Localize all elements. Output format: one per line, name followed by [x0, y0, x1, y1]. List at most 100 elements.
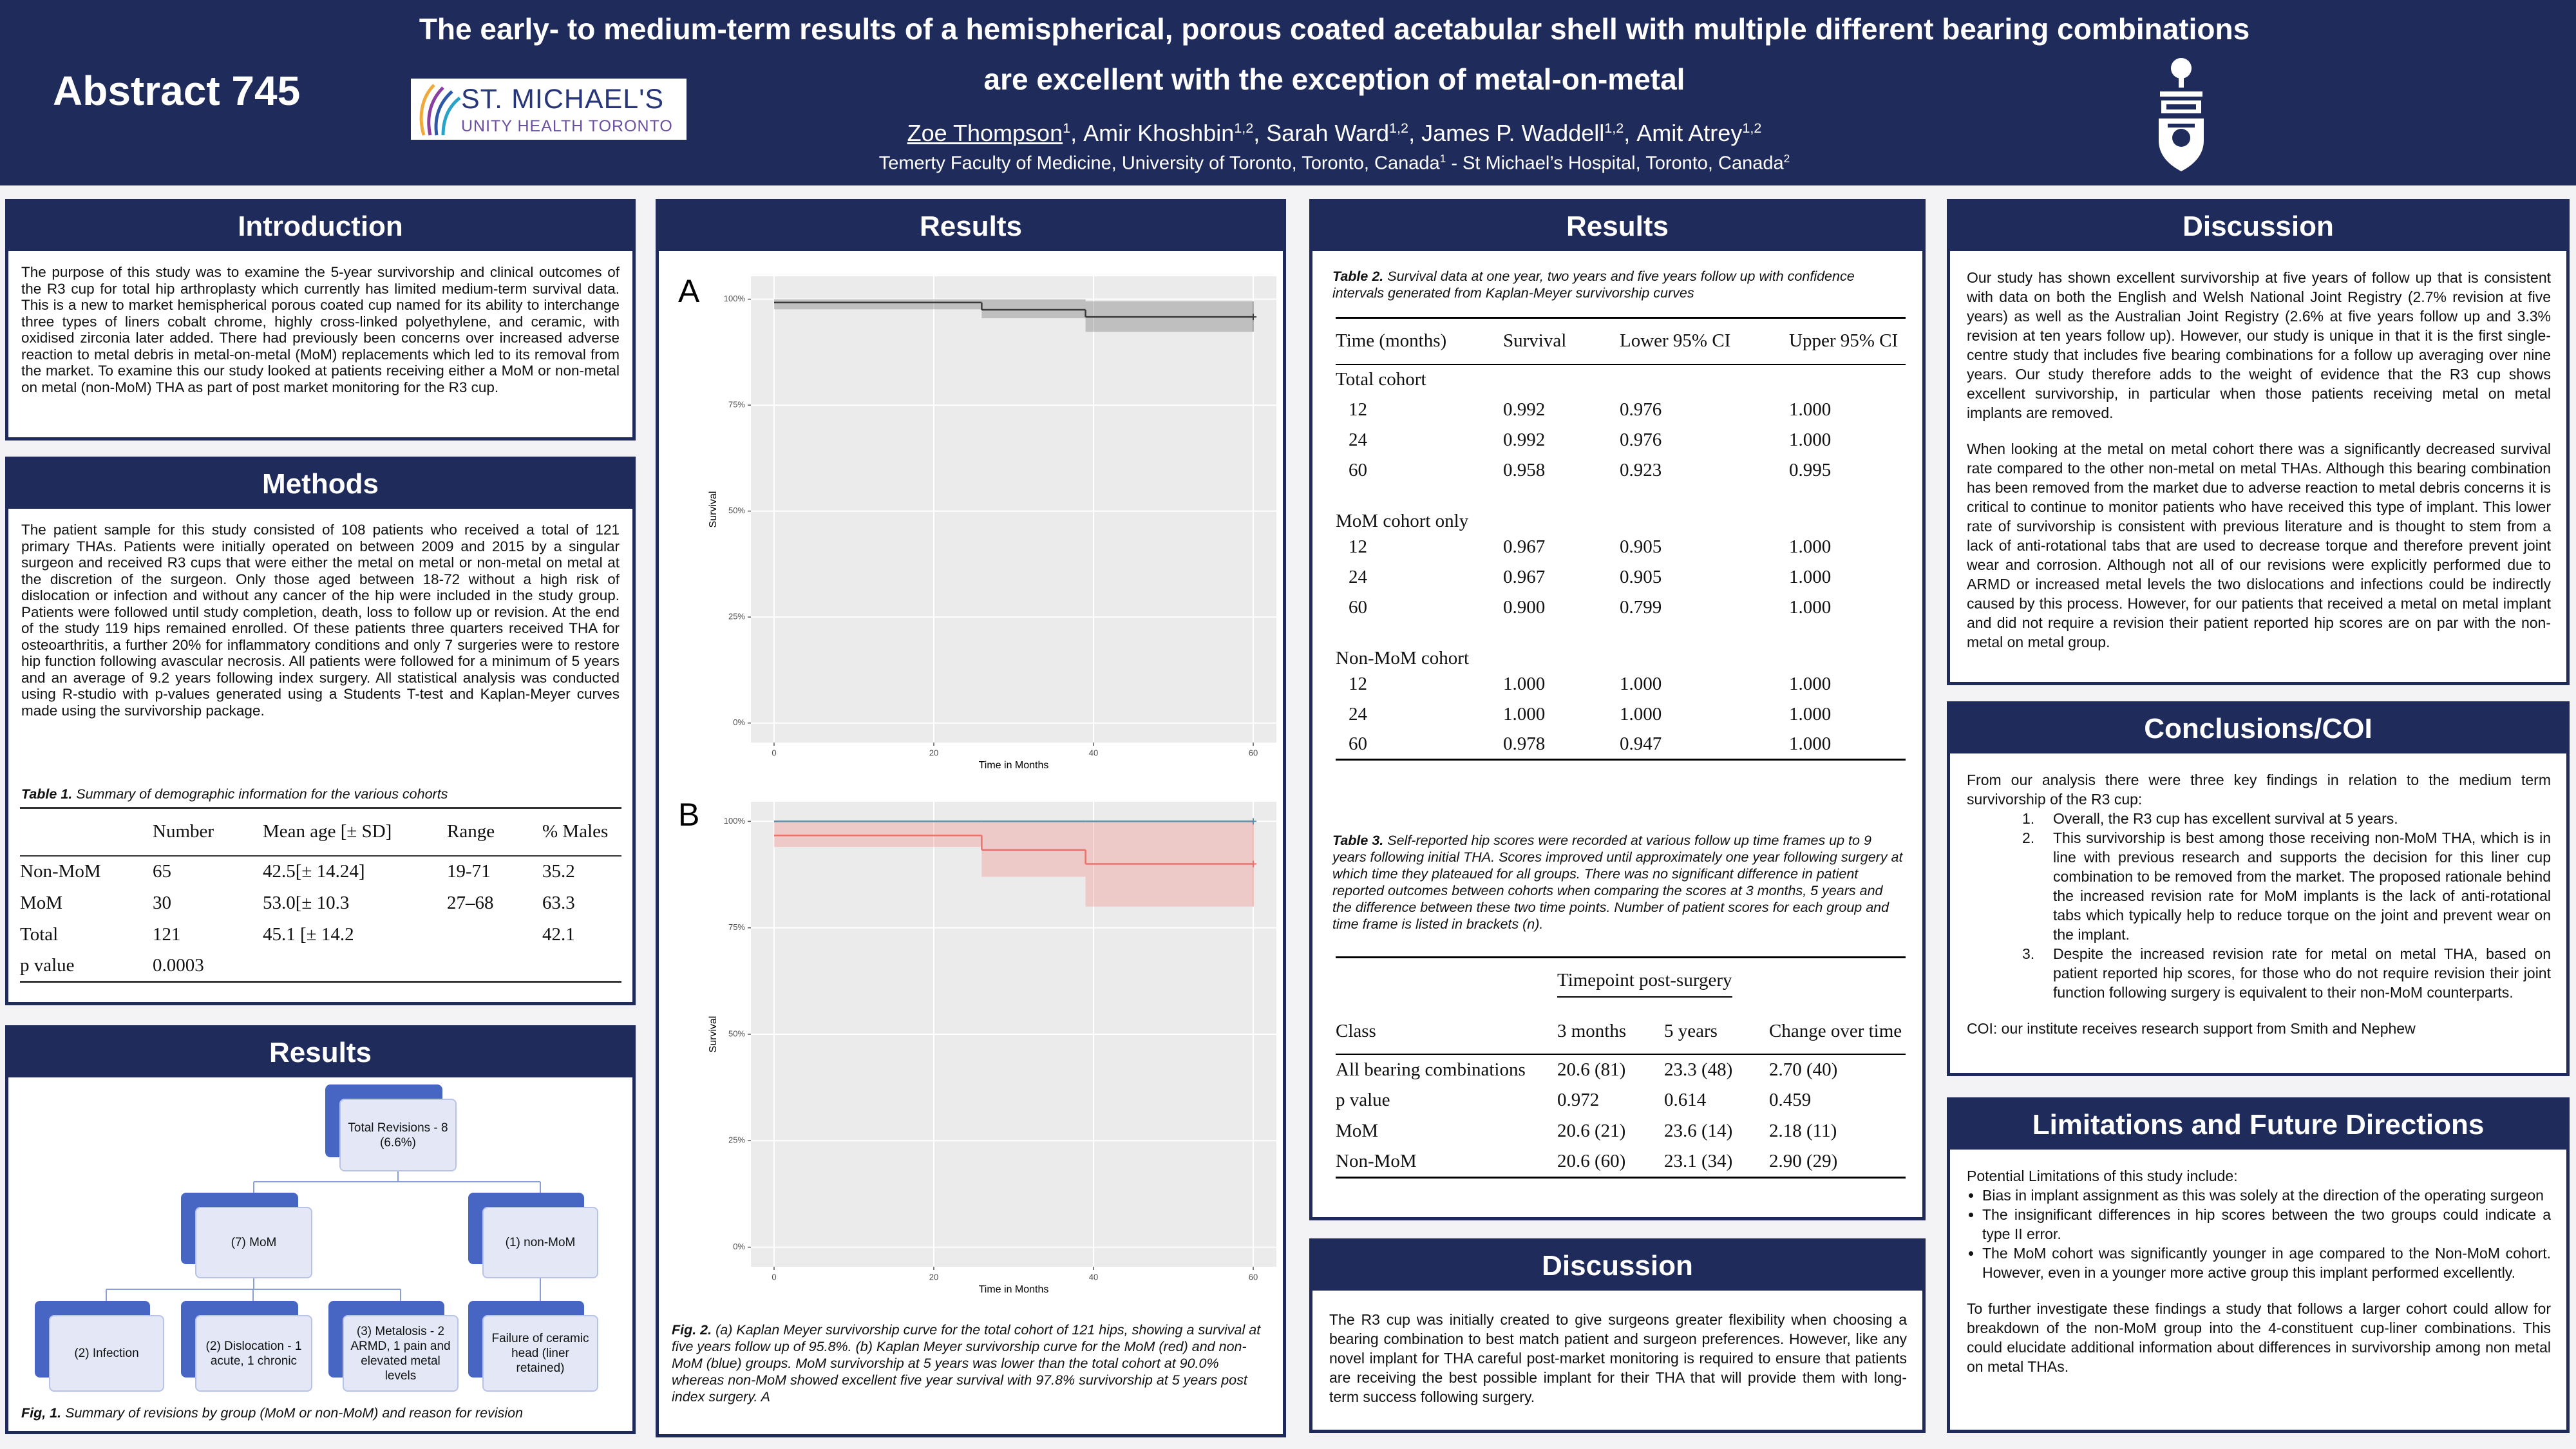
table-wrap: Timepoint post-surgery Class 3 months 5 yea… — [1336, 956, 1906, 1179]
group-header: Timepoint post-surgery — [1557, 970, 1732, 998]
censor-mark — [1250, 860, 1257, 867]
table-cell: MoM — [20, 892, 63, 913]
table-cell: 2.70 (40) — [1769, 1059, 1838, 1080]
table-cell: 60 — [1349, 459, 1367, 480]
x-tick-label: 0 — [772, 1272, 776, 1282]
group-header-row: Timepoint post-surgery — [1336, 958, 1906, 1009]
y-tick-label: 50% — [728, 1028, 745, 1038]
table-cell: % Males — [542, 821, 609, 842]
bullet: Bias in implant assignment as this was s… — [1982, 1186, 2551, 1205]
diagram-node: (2) Infection — [35, 1301, 164, 1392]
author-affiliation: 1 — [1063, 120, 1071, 136]
table-cell: 0.976 — [1620, 399, 1662, 420]
header-row: Number Mean age [± SD] Range % Males — [20, 808, 621, 856]
x-axis-label: Time in Months — [979, 1284, 1049, 1295]
table-cell: 1.000 — [1503, 703, 1546, 724]
table-cell: 0.978 — [1503, 733, 1546, 754]
caption-text: Summary of revisions by group (MoM or no… — [65, 1405, 524, 1421]
table-wrap: Number Mean age [± SD] Range % Males Non-MoM… — [20, 807, 621, 983]
table-row: 12 0.992 0.976 1.000 — [1336, 395, 1906, 425]
figure-caption: Fig, 1. Summary of revisions by group (M… — [21, 1405, 523, 1421]
table-cell: 0.799 — [1620, 596, 1662, 618]
item-text: Despite the increased revision rate for … — [2053, 945, 2551, 1001]
table-head: Time (months) Survival Lower 95% CI Upper 9… — [1336, 318, 1906, 365]
caption-text: Survival data at one year, two years and… — [1332, 269, 1855, 301]
author: Sarah Ward1,2, — [1266, 120, 1421, 146]
table-cell: Class — [1336, 1020, 1376, 1041]
empty-cell — [1336, 958, 1557, 1009]
separator: , — [1624, 120, 1631, 146]
table-cell: 0.967 — [1503, 536, 1546, 557]
node-label: (3) Metalosis - 2 ARMD, 1 pain and eleva… — [343, 1315, 459, 1392]
table-cell: 63.3 — [542, 892, 575, 913]
table-body: Non-MoM 65 42.5[± 14.24] 19-71 35.2 MoM 30 53.0… — [20, 856, 621, 982]
affiliation-mark: 2 — [1783, 152, 1790, 165]
diagram-node: (2) Dislocation - 1 acute, 1 chronic — [181, 1301, 312, 1392]
table-cell: p value — [1336, 1090, 1390, 1110]
table-row: 60 0.958 0.923 0.995 — [1336, 455, 1906, 486]
table-cell: 1.000 — [1789, 596, 1832, 618]
table-cell: Non-MoM — [1336, 1151, 1417, 1172]
author-name: Sarah Ward — [1266, 120, 1390, 146]
x-tick-label: 40 — [1089, 1272, 1098, 1282]
table-cell: 42.1 — [542, 923, 575, 945]
empty-cell — [447, 951, 542, 982]
table-cell: 0.0003 — [153, 954, 204, 976]
affiliation-mark: 1 — [1439, 152, 1446, 165]
table-cell: 1.000 — [1789, 673, 1832, 694]
list-item: 3. Despite the increased revision rate fo… — [2022, 944, 2551, 1002]
table-cell: 20.6 (81) — [1557, 1059, 1626, 1080]
list-item: 2. This survivorship is best among those … — [2022, 828, 2551, 944]
table-cell: 1.000 — [1789, 733, 1832, 754]
methods-panel: Methods The patient sample for this stud… — [5, 457, 636, 1005]
empty-cell — [447, 919, 542, 951]
table-cell: 0.947 — [1620, 733, 1662, 754]
censor-mark — [1250, 818, 1257, 825]
group-row: MoM cohort only — [1336, 486, 1906, 532]
confidence-band — [981, 299, 1086, 319]
x-tick-label: 20 — [929, 1272, 938, 1282]
results-tables-panel: Results Table 2. Survival data at one ye… — [1309, 199, 1926, 1220]
section-title: Results — [1312, 202, 1922, 251]
group-row: Total cohort — [1336, 365, 1906, 395]
authors: Zoe Thompson1, Amir Khoshbin1,2, Sarah War… — [401, 120, 2268, 147]
table-cell: 121 — [153, 923, 181, 945]
table-body: Total cohort 12 0.992 0.976 1.000 24 0.992 0.97… — [1336, 365, 1906, 760]
table-cell: 0.923 — [1620, 459, 1662, 480]
author-affiliation: 1,2 — [1234, 120, 1254, 136]
table-cell: 0.972 — [1557, 1090, 1600, 1110]
table-wrap: Time (months) Survival Lower 95% CI Upper 9… — [1336, 317, 1906, 761]
table-cell: 53.0[± 10.3 — [263, 892, 350, 913]
paragraph: From our analysis there were three key f… — [1967, 772, 2551, 808]
y-tick-label: 100% — [724, 816, 746, 826]
table-cell: 0.967 — [1503, 566, 1546, 587]
data-table: Timepoint post-surgery Class 3 months 5 yea… — [1336, 956, 1906, 1179]
table-cell: 24 — [1349, 566, 1367, 587]
table-cell: 1.000 — [1789, 429, 1832, 450]
table-body: All bearing combinations 20.6 (81) 23.3 (4… — [1336, 1054, 1906, 1178]
item-text: Overall, the R3 cup has excellent surviv… — [2053, 810, 2398, 827]
conclusions-panel: Conclusions/COI From our analysis there … — [1947, 701, 2570, 1076]
table-cell: 1.000 — [1620, 673, 1662, 694]
diagram-node: Total Revisions - 8 (6.6%) — [325, 1084, 457, 1171]
table-cell: 27–68 — [447, 892, 494, 913]
diagram-node: (3) Metalosis - 2 ARMD, 1 pain and eleva… — [328, 1301, 459, 1392]
y-tick-label: 25% — [728, 1135, 745, 1145]
table-cell: Change over time — [1769, 1020, 1902, 1041]
table-cell: 23.3 (48) — [1664, 1059, 1733, 1080]
panel-label: B — [678, 797, 699, 833]
y-tick-label: 0% — [733, 1242, 745, 1251]
y-tick-label: 75% — [728, 922, 745, 932]
table-caption: Table 3. Self-reported hip scores were r… — [1332, 832, 1906, 933]
paragraph: The patient sample for this study consis… — [21, 522, 620, 719]
table-row: 12 1.000 1.000 1.000 — [1336, 669, 1906, 699]
separator: - — [1451, 153, 1457, 174]
group-row: Non-MoM cohort — [1336, 623, 1906, 669]
caption-text: Summary of demographic information for t… — [76, 786, 448, 802]
results-figures-panel: 0% 25% 50% 75% 100% 0 20 40 60 Time in Months Surv… — [656, 199, 1286, 1437]
header: Abstract 745 ST. MICHAEL'S UNITY HEALTH … — [0, 0, 2576, 185]
x-tick-label: 20 — [929, 748, 938, 757]
table-row: MoM 20.6 (21) 23.6 (14) 2.18 (11) — [1336, 1116, 1906, 1147]
node-label: (2) Dislocation - 1 acute, 1 chronic — [195, 1315, 312, 1392]
section-title: Discussion — [1312, 1242, 1922, 1291]
